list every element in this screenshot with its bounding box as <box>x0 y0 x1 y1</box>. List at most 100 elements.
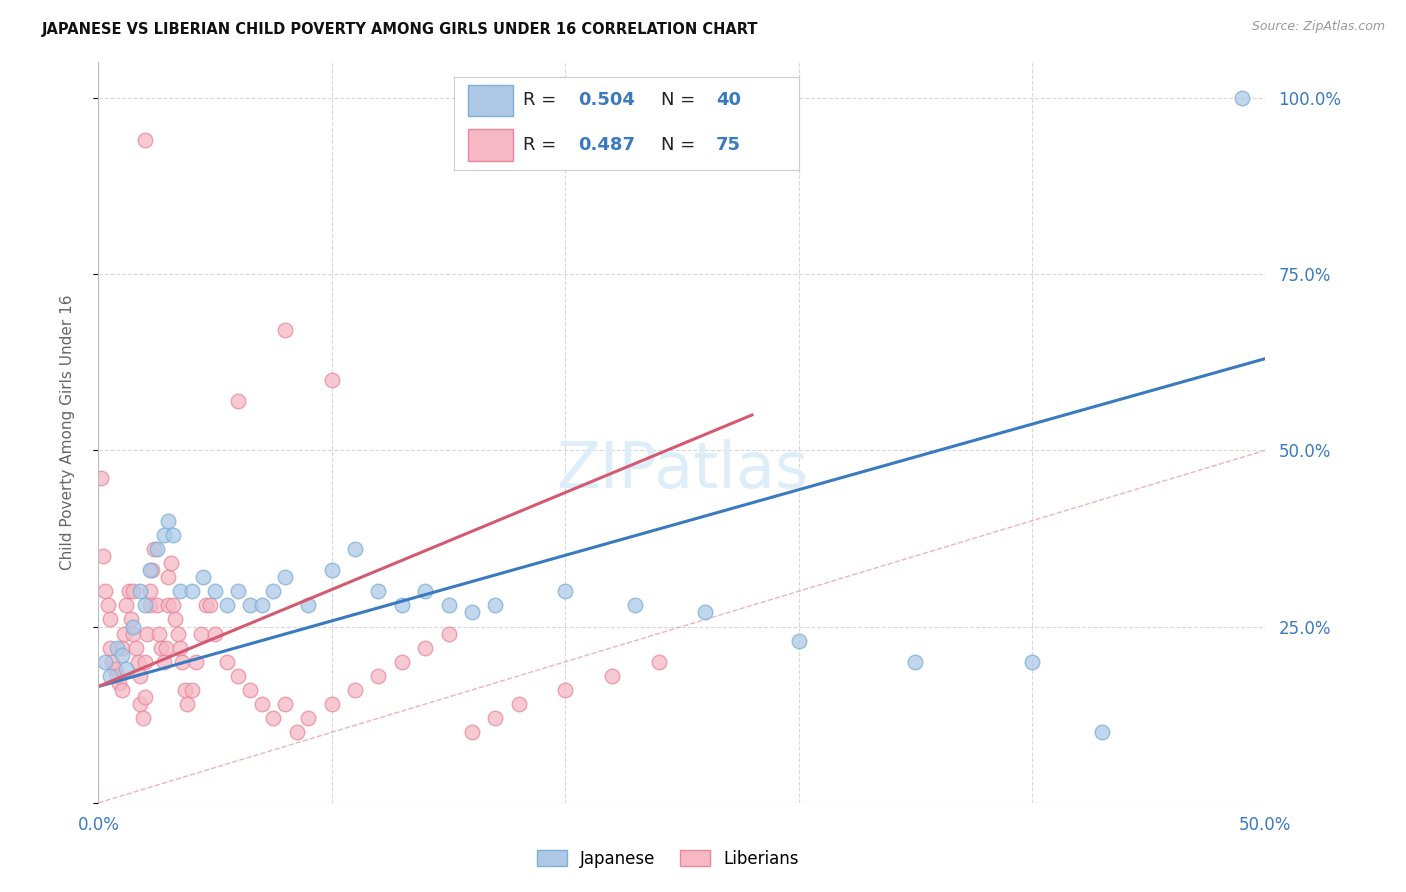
Point <box>134 655 156 669</box>
Point <box>297 711 319 725</box>
Point <box>98 612 121 626</box>
Point <box>148 626 170 640</box>
Point <box>146 599 169 613</box>
Point <box>180 584 202 599</box>
Point <box>162 528 184 542</box>
Point <box>250 599 273 613</box>
Point <box>166 626 188 640</box>
Point <box>108 676 131 690</box>
Point <box>94 655 117 669</box>
Point <box>132 711 155 725</box>
Y-axis label: Child Poverty Among Girls Under 16: Child Poverty Among Girls Under 16 <box>60 295 75 570</box>
Point <box>97 599 120 613</box>
Point <box>155 640 177 655</box>
Point <box>98 669 121 683</box>
Text: JAPANESE VS LIBERIAN CHILD POVERTY AMONG GIRLS UNDER 16 CORRELATION CHART: JAPANESE VS LIBERIAN CHILD POVERTY AMONG… <box>42 22 759 37</box>
Point <box>391 655 413 669</box>
Point <box>111 648 134 662</box>
Point <box>344 683 367 698</box>
Point <box>321 697 343 711</box>
Point <box>90 471 112 485</box>
Point <box>129 697 152 711</box>
Point <box>274 570 297 584</box>
Point <box>101 655 124 669</box>
Point <box>98 640 121 655</box>
Point <box>215 599 238 613</box>
Point <box>461 606 484 620</box>
Point <box>274 323 297 337</box>
Point <box>136 626 159 640</box>
Point <box>391 599 413 613</box>
Point <box>111 683 134 698</box>
Point <box>105 669 128 683</box>
Point <box>250 697 273 711</box>
Point <box>139 599 162 613</box>
Point <box>115 599 138 613</box>
Point <box>141 563 163 577</box>
Point <box>190 626 212 640</box>
Point <box>600 669 623 683</box>
Point <box>150 640 173 655</box>
Point <box>367 669 389 683</box>
Point <box>344 541 367 556</box>
Point <box>122 619 145 633</box>
Point <box>122 584 145 599</box>
Point <box>104 662 127 676</box>
Point <box>134 133 156 147</box>
Point <box>695 606 717 620</box>
Point <box>129 669 152 683</box>
Point <box>367 584 389 599</box>
Point <box>129 584 152 599</box>
Point <box>297 599 319 613</box>
Point <box>127 655 149 669</box>
Point <box>143 541 166 556</box>
Point <box>169 584 191 599</box>
Text: Source: ZipAtlas.com: Source: ZipAtlas.com <box>1251 20 1385 33</box>
Point <box>122 626 145 640</box>
Point <box>1021 655 1043 669</box>
Point <box>146 541 169 556</box>
Point <box>112 626 135 640</box>
Point <box>215 655 238 669</box>
Point <box>239 599 262 613</box>
Point <box>239 683 262 698</box>
Point <box>204 584 226 599</box>
Point <box>139 563 162 577</box>
Text: ZIPatlas: ZIPatlas <box>555 439 808 500</box>
Point <box>413 584 436 599</box>
Point <box>484 599 506 613</box>
Point <box>554 584 576 599</box>
Point <box>91 549 114 563</box>
Point <box>285 725 308 739</box>
Point <box>200 599 222 613</box>
Point <box>139 584 162 599</box>
Point <box>157 514 180 528</box>
Point <box>508 697 530 711</box>
Point <box>157 599 180 613</box>
Point <box>204 626 226 640</box>
Point <box>134 599 156 613</box>
Point <box>484 711 506 725</box>
Point <box>413 640 436 655</box>
Point <box>118 584 141 599</box>
Point <box>115 662 138 676</box>
Point <box>152 655 174 669</box>
Point <box>554 683 576 698</box>
Point <box>157 570 180 584</box>
Point <box>152 528 174 542</box>
Point <box>321 563 343 577</box>
Point <box>437 599 460 613</box>
Point <box>159 556 181 570</box>
Point <box>169 640 191 655</box>
Point <box>1230 91 1253 105</box>
Point <box>120 612 142 626</box>
Point <box>262 584 284 599</box>
Point <box>228 584 250 599</box>
Legend: Japanese, Liberians: Japanese, Liberians <box>530 844 806 875</box>
Point <box>647 655 669 669</box>
Point <box>193 570 215 584</box>
Point <box>173 683 195 698</box>
Point <box>186 655 208 669</box>
Point <box>105 640 128 655</box>
Point <box>787 633 810 648</box>
